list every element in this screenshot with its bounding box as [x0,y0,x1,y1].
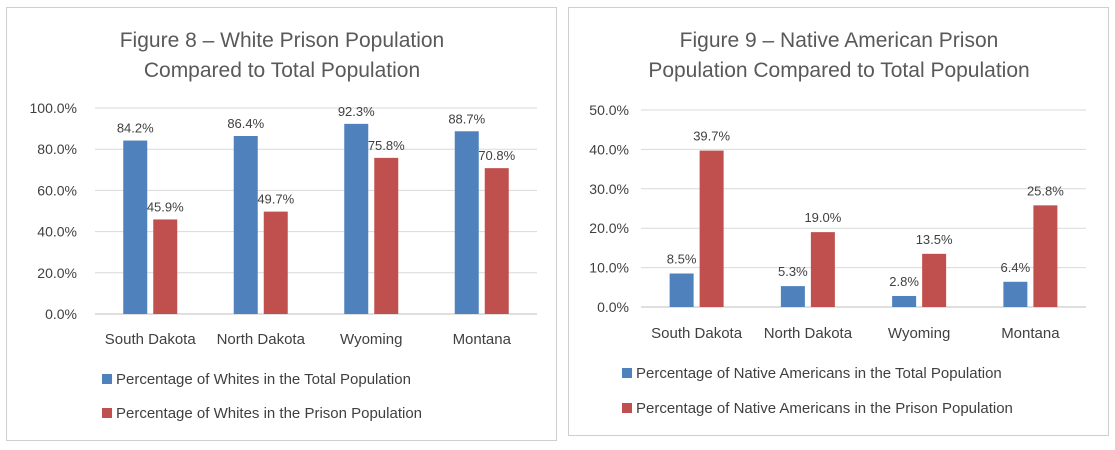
fig9-bar-series-2 [699,150,724,307]
fig8-bar-series-1 [344,123,369,314]
fig8-data-label: 45.9% [147,199,184,214]
fig8-y-tick-label: 40.0% [37,224,77,240]
fig8-bar-series-1 [454,131,479,314]
figure-8-chart-panel: Figure 8 – White Prison Population Compar… [6,7,557,441]
fig9-bar-series-1 [780,286,805,307]
fig8-bar-series-2 [153,219,178,314]
fig8-category-label: South Dakota [105,331,197,348]
fig8-chart-title-line-1: Figure 8 – White Prison Population [120,29,445,52]
fig8-legend-swatch-2 [102,408,112,418]
fig9-legend-label-2: Percentage of Native Americans in the Pr… [636,400,1013,417]
fig9-bar-series-1 [669,273,694,307]
fig9-y-tick-label: 20.0% [589,220,629,236]
fig8-bar-series-1 [123,140,148,314]
fig8-y-tick-label: 60.0% [37,182,77,198]
fig9-data-label: 25.8% [1027,183,1064,198]
fig9-data-label: 2.8% [889,274,919,289]
fig9-y-tick-label: 50.0% [589,102,629,118]
fig9-category-label: Montana [1001,325,1060,342]
fig9-bar-series-1 [892,295,917,307]
fig8-data-label: 88.7% [448,111,485,126]
fig8-category-label: Montana [453,331,512,348]
fig8-category-label: Wyoming [340,331,402,348]
fig8-category-label: North Dakota [217,331,306,348]
figure-9-chart-panel: Figure 9 – Native American Prison Populat… [568,7,1109,436]
fig9-category-label: North Dakota [764,325,853,342]
fig8-y-tick-label: 0.0% [45,306,77,322]
fig9-bar-series-2 [1033,205,1058,307]
fig8-y-tick-label: 100.0% [30,100,77,116]
fig8-bar-series-2 [374,157,399,314]
fig9-data-label: 6.4% [1001,260,1031,275]
fig9-bar-series-2 [922,253,947,307]
fig8-legend-label-1: Percentage of Whites in the Total Popula… [116,371,411,388]
fig8-bar-series-1 [233,136,258,314]
fig9-y-tick-label: 30.0% [589,181,629,197]
fig8-data-label: 75.8% [368,138,405,153]
fig8-y-tick-label: 80.0% [37,141,77,157]
fig9-data-label: 19.0% [804,210,841,225]
fig8-bar-series-2 [263,211,288,314]
fig9-data-label: 8.5% [667,252,697,267]
fig9-category-label: South Dakota [651,325,743,342]
fig9-chart-title-line-1: Figure 9 – Native American Prison [680,29,999,52]
fig9-data-label: 5.3% [778,264,808,279]
fig9-legend-swatch-1 [622,368,632,378]
fig8-bar-series-2 [484,168,509,314]
fig8-legend-label-2: Percentage of Whites in the Prison Popul… [116,405,422,422]
fig9-bar-series-1 [1003,281,1028,307]
fig9-legend-swatch-2 [622,403,632,413]
figure-9-chart: Figure 9 – Native American Prison Populat… [589,29,1086,417]
fig9-data-label: 13.5% [916,232,953,247]
fig8-data-label: 86.4% [227,116,264,131]
fig8-data-label: 49.7% [257,192,294,207]
fig8-data-label: 84.2% [117,121,154,136]
fig9-legend-label-1: Percentage of Native Americans in the To… [636,365,1002,382]
fig9-chart-title-line-2: Population Compared to Total Population [648,59,1029,82]
fig8-data-label: 92.3% [338,104,375,119]
fig9-bar-series-2 [810,232,835,307]
fig9-category-label: Wyoming [888,325,950,342]
fig8-data-label: 70.8% [478,148,515,163]
fig9-data-label: 39.7% [693,129,730,144]
fig9-y-tick-label: 0.0% [597,299,629,315]
figure-8-chart: Figure 8 – White Prison Population Compar… [30,29,537,422]
fig8-chart-title-line-2: Compared to Total Population [144,59,420,82]
fig8-y-tick-label: 20.0% [37,265,77,281]
fig8-legend-swatch-1 [102,374,112,384]
fig9-y-tick-label: 40.0% [589,141,629,157]
fig9-y-tick-label: 10.0% [589,260,629,276]
